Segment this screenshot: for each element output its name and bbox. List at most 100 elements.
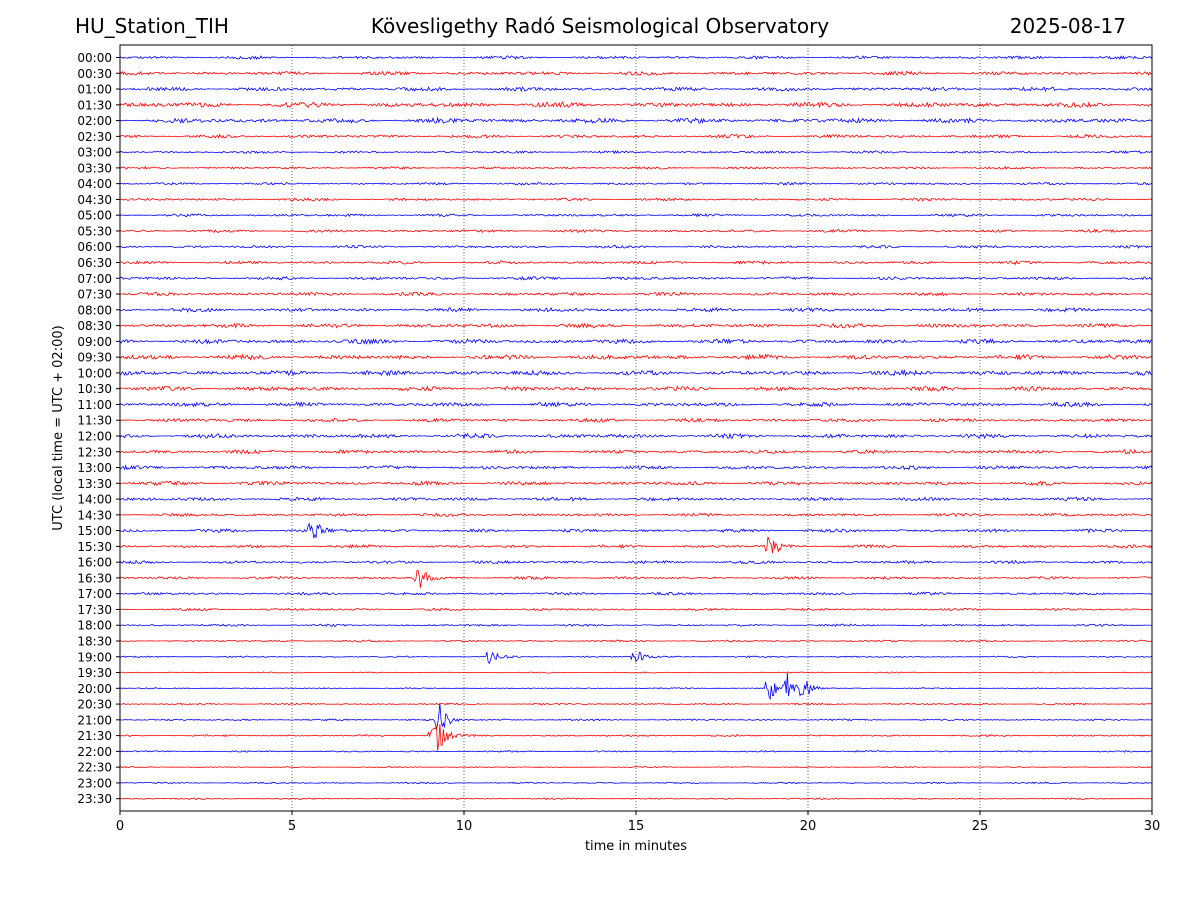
trace-0530 [119,228,1152,234]
trace-2300 [119,781,1153,785]
y-tick-label: 14:30 [77,508,112,522]
trace-1930 [119,671,1153,674]
y-tick-label: 07:00 [77,272,112,286]
y-tick-label: 05:00 [77,209,112,223]
y-tick-label: 01:30 [77,98,112,112]
y-tick-label: 02:30 [77,130,112,144]
trace-0030 [119,70,1153,76]
trace-2200 [119,749,1153,753]
y-tick-label: 06:30 [77,256,112,270]
y-tick-label: 03:00 [77,146,112,160]
trace-0630 [119,259,1153,266]
y-tick-label: 11:30 [77,414,112,428]
y-tick-label: 12:00 [77,429,112,443]
trace-0400 [120,181,1153,186]
x-tick-label: 10 [456,819,473,834]
trace-0500 [119,212,1153,218]
y-tick-label: 08:30 [77,319,112,333]
chart-title: Kövesligethy Radó Seismological Observat… [370,14,830,38]
trace-1030 [119,385,1153,392]
y-tick-label: 21:30 [77,729,112,743]
chart-date: 2025-08-17 [1009,14,1126,38]
trace-1630 [119,569,1153,588]
x-tick-label: 5 [288,819,296,834]
y-tick-label: 13:30 [77,477,112,491]
y-tick-label: 22:30 [77,761,112,775]
y-tick-label: 11:00 [77,398,112,412]
y-tick-label: 09:30 [77,351,112,365]
trace-1600 [119,559,1153,565]
trace-1200 [119,432,1153,440]
seismic-traces [119,55,1153,801]
trace-1500 [119,522,1153,539]
trace-0700 [119,275,1153,281]
x-axis-ticks: 0 5 10 15 20 25 30 [116,811,1160,834]
y-tick-label: 16:30 [77,571,112,585]
trace-0300 [119,150,1153,155]
trace-0800 [119,307,1153,313]
trace-1300 [119,464,1153,471]
trace-0930 [119,353,1153,361]
y-tick-label: 10:30 [77,382,112,396]
trace-2100 [119,703,1153,729]
y-tick-label: 00:30 [77,67,112,81]
trace-2130 [120,723,1152,751]
trace-0430 [120,197,1153,202]
trace-0900 [119,337,1153,346]
y-tick-label: 04:30 [77,193,112,207]
y-tick-label: 23:30 [77,792,112,806]
y-tick-label: 19:00 [77,650,112,664]
x-tick-label: 20 [800,819,817,834]
trace-0330 [119,165,1153,170]
y-tick-label: 08:00 [77,303,112,317]
y-tick-label: 15:30 [77,540,112,554]
trace-0230 [119,133,1153,139]
y-tick-label: 12:30 [77,445,112,459]
trace-1700 [120,591,1153,596]
y-tick-label: 05:30 [77,224,112,238]
y-tick-label: 14:00 [77,493,112,507]
y-tick-label: 00:00 [77,51,112,65]
y-tick-label: 06:00 [77,240,112,254]
trace-1100 [119,400,1153,408]
x-axis-label: time in minutes [585,839,687,854]
y-tick-label: 16:00 [77,556,112,570]
y-tick-label: 13:00 [77,461,112,475]
trace-0200 [119,116,1153,125]
y-tick-label: 10:00 [77,366,112,380]
x-tick-label: 0 [116,819,124,834]
trace-0100 [119,86,1153,93]
trace-0600 [119,244,1153,249]
y-tick-label: 04:00 [77,177,112,191]
trace-2000 [120,672,1153,701]
y-tick-label: 01:00 [77,83,112,97]
y-tick-label: 18:00 [77,619,112,633]
y-tick-label: 09:00 [77,335,112,349]
y-tick-label: 20:00 [77,682,112,696]
y-tick-label: 17:30 [77,603,112,617]
trace-1530 [119,536,1153,554]
trace-1430 [119,512,1153,518]
trace-0730 [120,291,1153,297]
y-tick-label: 07:30 [77,288,112,302]
trace-1330 [119,480,1153,487]
grid-lines [291,45,981,811]
trace-0130 [119,101,1153,109]
trace-1800 [119,623,1152,627]
y-tick-label: 17:00 [77,587,112,601]
trace-1130 [119,417,1153,423]
trace-1400 [119,496,1153,502]
trace-1730 [119,607,1152,612]
trace-2330 [119,797,1153,801]
y-tick-label: 02:00 [77,114,112,128]
y-tick-label: 03:30 [77,161,112,175]
trace-1000 [119,368,1153,377]
x-tick-label: 15 [628,819,645,834]
x-tick-label: 30 [1144,819,1161,834]
trace-2230 [119,766,1153,769]
y-tick-label: 23:00 [77,776,112,790]
trace-1900 [119,651,1153,665]
y-tick-label: 20:30 [77,698,112,712]
